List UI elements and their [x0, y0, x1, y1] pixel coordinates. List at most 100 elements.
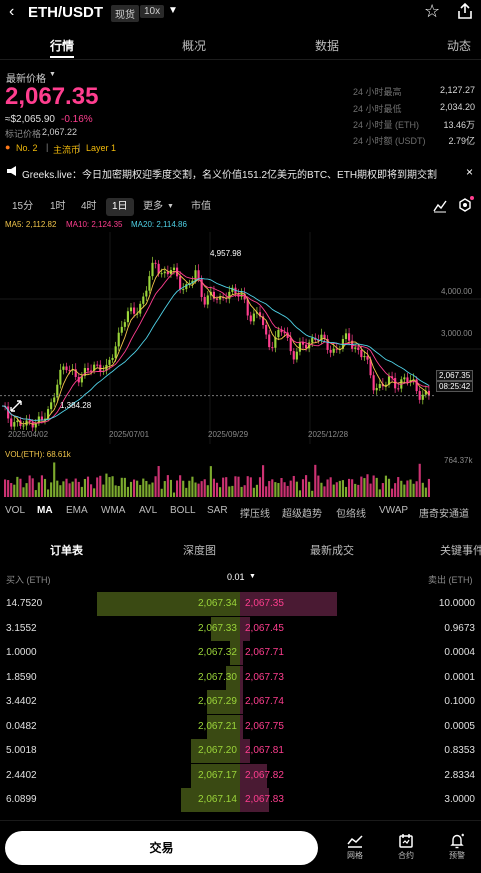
draw-tool-icon[interactable]	[433, 199, 447, 213]
alert-button[interactable]: 预警	[443, 833, 471, 861]
candle-body	[197, 270, 200, 279]
ind-wma[interactable]: WMA	[101, 505, 126, 516]
ask-qty: 0.0001	[444, 671, 475, 683]
candle-body	[129, 307, 133, 312]
volume-bar	[218, 487, 222, 497]
more-dropdown-icon[interactable]: ▼	[167, 203, 174, 210]
interval-1h[interactable]: 1时	[50, 201, 66, 212]
tab-trades[interactable]: 最新成交	[310, 545, 354, 557]
orderbook-row[interactable]: 3.4402 2,067.29 2,067.74 0.1000	[0, 690, 481, 714]
price-change: -0.16%	[61, 114, 93, 125]
interval-1d[interactable]: 1日	[106, 198, 134, 216]
orderbook-row[interactable]: 1.0000 2,067.32 2,067.71 0.0004	[0, 641, 481, 665]
bid-price[interactable]: 2,067.20	[198, 745, 237, 756]
bid-price[interactable]: 2,067.29	[198, 696, 237, 707]
tab-depth[interactable]: 深度图	[183, 545, 216, 557]
orderbook-row[interactable]: 6.0899 2,067.14 2,067.83 3.0000	[0, 788, 481, 812]
bid-price[interactable]: 2,067.14	[198, 794, 237, 805]
grid-button[interactable]: 网格	[341, 833, 369, 861]
bid-price[interactable]: 2,067.32	[198, 647, 237, 658]
rank-tag[interactable]: No. 2	[16, 143, 38, 153]
volume-bar	[120, 477, 123, 497]
candle-body	[344, 333, 348, 340]
ind-supertrend[interactable]: 超级趋势	[282, 509, 322, 520]
interval-15m[interactable]: 15分	[12, 201, 34, 212]
ind-vwap[interactable]: VWAP	[379, 505, 409, 516]
ask-price[interactable]: 2,067.74	[245, 696, 284, 707]
ask-price[interactable]: 2,067.75	[245, 720, 284, 732]
pair-title[interactable]: ETH/USDT	[28, 4, 103, 21]
chart-settings-icon[interactable]	[458, 198, 472, 212]
volume-bar	[228, 486, 231, 497]
ind-donchian[interactable]: 唐奇安通道	[419, 509, 469, 520]
tab-data[interactable]: 数据	[315, 39, 340, 53]
contract-icon	[392, 833, 420, 849]
tab-market[interactable]: 行情	[50, 39, 75, 53]
ask-price[interactable]: 2,067.35	[245, 598, 284, 609]
interval-more[interactable]: 更多	[143, 201, 163, 212]
ask-qty: 0.0005	[444, 720, 475, 732]
pair-dropdown-icon[interactable]: ▼	[168, 5, 178, 16]
ask-price[interactable]: 2,067.81	[245, 745, 284, 756]
layer-tag[interactable]: Layer 1	[86, 143, 117, 153]
bid-price[interactable]: 2,067.33	[198, 622, 237, 634]
stat-turnover-label: 24 小时额 (USDT)	[353, 136, 426, 146]
bid-price[interactable]: 2,067.34	[198, 598, 237, 609]
contract-button[interactable]: 合约	[392, 833, 420, 861]
ask-price[interactable]: 2,067.73	[245, 671, 284, 683]
interval-4h[interactable]: 4时	[81, 201, 97, 212]
price-label[interactable]: 最新价格	[6, 74, 46, 85]
star-icon[interactable]: ☆	[424, 1, 441, 21]
back-icon[interactable]: ‹	[9, 3, 15, 20]
orderbook-row[interactable]: 3.1552 2,067.33 2,067.45 0.9673	[0, 616, 481, 641]
price-chart[interactable]	[0, 232, 481, 444]
volume-bar	[59, 485, 62, 497]
price-label-dropdown-icon[interactable]: ▼	[49, 71, 56, 78]
ask-price[interactable]: 2,067.45	[245, 622, 284, 634]
ind-envelope[interactable]: 包络线	[336, 509, 366, 520]
volume-bar	[191, 476, 194, 497]
bid-price[interactable]: 2,067.17	[198, 769, 237, 781]
trade-button[interactable]: 交易	[5, 831, 318, 865]
ind-support[interactable]: 撑压线	[240, 509, 270, 520]
candle-body	[77, 376, 80, 383]
tab-key-events[interactable]: 关键事件	[440, 545, 481, 557]
orderbook-row[interactable]: 0.0482 2,067.21 2,067.75 0.0005	[0, 714, 481, 739]
volume-bar	[203, 479, 206, 497]
bid-qty: 1.8590	[6, 671, 37, 683]
orderbook-row[interactable]: 14.7520 2,067.34 2,067.35 10.0000	[0, 592, 481, 616]
orderbook-row[interactable]: 5.0018 2,067.20 2,067.81 0.8353	[0, 739, 481, 763]
bid-price[interactable]: 2,067.21	[198, 720, 237, 732]
volume-bar	[332, 484, 335, 497]
precision-dropdown-icon[interactable]: ▼	[249, 573, 256, 580]
ind-vol[interactable]: VOL	[5, 505, 26, 516]
volume-chart[interactable]	[0, 460, 481, 497]
volume-bar	[126, 486, 130, 497]
tab-orderbook[interactable]: 订单表	[50, 545, 83, 557]
ask-depth-bar	[240, 763, 267, 788]
volume-bar	[234, 476, 237, 497]
tab-overview[interactable]: 概况	[182, 39, 207, 53]
volume-bar	[357, 484, 360, 497]
interval-market-cap[interactable]: 市值	[191, 201, 211, 212]
tab-news[interactable]: 动态	[447, 39, 472, 53]
ind-boll[interactable]: BOLL	[170, 505, 196, 516]
ind-avl[interactable]: AVL	[139, 505, 158, 516]
ask-price[interactable]: 2,067.83	[245, 794, 284, 805]
ind-ma[interactable]: MA	[37, 505, 53, 516]
precision-select[interactable]: 0.01	[227, 572, 245, 582]
share-icon[interactable]	[456, 2, 474, 20]
ask-price[interactable]: 2,067.71	[245, 647, 284, 658]
ind-sar[interactable]: SAR	[207, 505, 228, 516]
mainstream-tag[interactable]: 主流币	[53, 145, 81, 155]
news-banner[interactable]: Greeks.live：今日加密期权迎季度交割，名义价值151.2亿美元的BTC…	[0, 160, 481, 184]
ask-price[interactable]: 2,067.82	[245, 769, 284, 781]
candle-body	[357, 347, 360, 350]
bid-price[interactable]: 2,067.30	[198, 671, 237, 683]
orderbook-row[interactable]: 2.4402 2,067.17 2,067.82 2.8334	[0, 763, 481, 788]
news-text[interactable]: Greeks.live：今日加密期权迎季度交割，名义价值151.2亿美元的BTC…	[22, 170, 438, 181]
expand-chart-icon[interactable]	[9, 399, 23, 413]
ind-ema[interactable]: EMA	[66, 505, 88, 516]
orderbook-row[interactable]: 1.8590 2,067.30 2,067.73 0.0001	[0, 665, 481, 690]
news-close-icon[interactable]: ×	[466, 165, 474, 179]
